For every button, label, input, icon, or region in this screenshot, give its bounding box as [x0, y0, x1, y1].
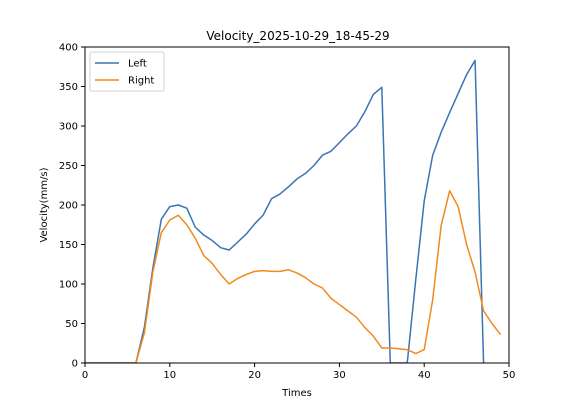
series-line-left: [85, 59, 485, 363]
y-tick-label: 50: [65, 319, 78, 330]
x-tick-label: 40: [418, 370, 431, 381]
x-tick-label: 10: [163, 370, 176, 381]
y-axis-label: Velocity(mm/s): [39, 167, 50, 242]
legend-box: [89, 51, 165, 92]
y-tick-label: 0: [72, 359, 78, 370]
x-tick-label: 20: [248, 370, 261, 381]
y-tick-label: 250: [59, 161, 78, 172]
x-tick-label: 0: [82, 370, 88, 381]
y-tick-label: 350: [59, 82, 78, 93]
x-tick-label: 30: [333, 370, 346, 381]
y-tick-label: 150: [59, 240, 78, 251]
y-axis: 0 50 100 150 200 250 300 350 400: [59, 43, 85, 370]
plot-area: [85, 59, 502, 363]
series-line-right: [85, 190, 502, 363]
legend: Left Right: [89, 51, 165, 92]
x-axis: 0 10 20 30 40 50: [82, 363, 516, 381]
y-tick-label: 300: [59, 122, 78, 133]
legend-label-left: Left: [128, 59, 147, 70]
x-tick-label: 50: [503, 370, 516, 381]
y-tick-label: 200: [59, 201, 78, 212]
y-tick-label: 100: [59, 280, 78, 291]
legend-label-right: Right: [128, 76, 154, 87]
chart-title: Velocity_2025-10-29_18-45-29: [206, 29, 389, 43]
x-axis-label: Times: [281, 388, 312, 399]
y-tick-label: 400: [59, 43, 78, 54]
